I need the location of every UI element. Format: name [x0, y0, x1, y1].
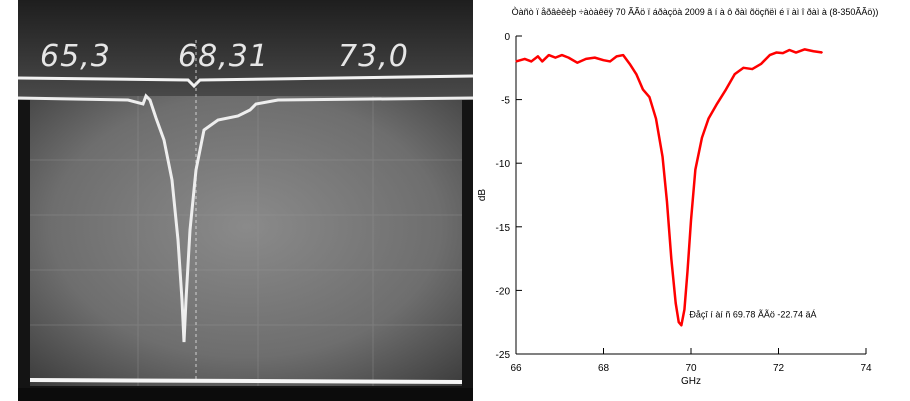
data-point: [716, 102, 718, 105]
data-point: [594, 57, 596, 59]
data-point: [795, 51, 797, 54]
series-line: [515, 48, 823, 327]
oscilloscope-screen: [30, 96, 462, 386]
y-tick-label: -25: [496, 350, 511, 361]
data-point: [812, 50, 815, 52]
data-point: [690, 219, 692, 222]
data-point: [616, 55, 618, 57]
x-tick-label: 70: [685, 363, 697, 374]
readout-center: 68,31: [178, 39, 269, 74]
data-point: [675, 302, 677, 304]
y-axis-label: dB: [478, 189, 488, 202]
x-tick-label: 66: [510, 363, 522, 374]
data-point: [686, 270, 689, 272]
data-point: [655, 118, 657, 120]
data-point: [760, 63, 762, 65]
data-point: [734, 73, 736, 75]
data-point: [725, 88, 727, 91]
data-point: [775, 51, 777, 54]
y-tick-label: -10: [496, 159, 511, 170]
y-axis: 0 -5 -10 -15 -20 -25: [496, 32, 522, 361]
y-tick-label: -15: [496, 223, 511, 234]
data-point: [554, 57, 556, 59]
data-point: [567, 57, 570, 59]
data-point: [515, 60, 517, 63]
data-point: [694, 168, 696, 171]
data-point: [821, 51, 823, 54]
data-point: [602, 59, 605, 61]
data-point: [670, 258, 672, 260]
y-tick-label: -20: [496, 286, 511, 297]
x-tick-label: 72: [773, 363, 785, 374]
marker-trace: [18, 74, 473, 89]
readout-left: 65,3: [40, 39, 111, 74]
data-point: [585, 58, 587, 60]
x-tick-label: 68: [598, 363, 610, 374]
data-point: [561, 54, 563, 56]
data-point: [530, 60, 532, 63]
resonance-annotation: Ðåçî í àí ñ 69.78 ÃÃö -22.74 äÁ: [689, 309, 816, 319]
data-point: [541, 60, 543, 63]
y-tick-label: 0: [504, 32, 510, 43]
x-axis-label: GHz: [681, 376, 701, 387]
data-point: [742, 67, 745, 69]
data-point: [683, 308, 686, 311]
graticule: [30, 96, 462, 386]
readout-right: 73,0: [338, 39, 409, 74]
data-point: [788, 49, 791, 51]
data-point: [642, 88, 644, 91]
oscilloscope-photo: 65,3 68,31 73,0: [18, 0, 473, 401]
data-point: [707, 118, 710, 120]
data-point: [537, 55, 539, 57]
data-point: [524, 58, 526, 60]
x-tick-label: 74: [860, 363, 872, 374]
data-point: [804, 48, 806, 50]
data-point: [622, 54, 624, 56]
data-point: [629, 63, 631, 65]
y-tick-label: -5: [501, 96, 510, 107]
data-point: [701, 137, 703, 139]
data-point: [548, 54, 550, 56]
data-point: [666, 200, 668, 202]
data-point: [769, 54, 771, 56]
baseline-trace: [29, 378, 463, 384]
response-chart: Òàñò ï åðâèêèþ ÷àòàêëÿ 70 ÃÃö ï áðàçöà 2…: [478, 7, 879, 387]
x-axis: 66 68 70 72 74: [510, 348, 872, 374]
data-point: [635, 73, 637, 75]
data-point: [609, 60, 611, 63]
data-point: [680, 324, 682, 326]
data-point: [648, 96, 651, 98]
data-point: [661, 156, 664, 158]
chart-title: Òàñò ï åðâèêèþ ÷àòàêëÿ 70 ÃÃö ï áðàçöà 2…: [512, 7, 879, 17]
data-point: [751, 68, 753, 70]
data-point: [782, 52, 784, 54]
data-point: [576, 62, 578, 64]
resonance-trace: [18, 93, 473, 343]
plot-area: 0 -5 -10 -15 -20 -25 66 68 70 72 74: [496, 32, 872, 374]
data-point: [678, 321, 680, 323]
series-points: [515, 48, 823, 326]
